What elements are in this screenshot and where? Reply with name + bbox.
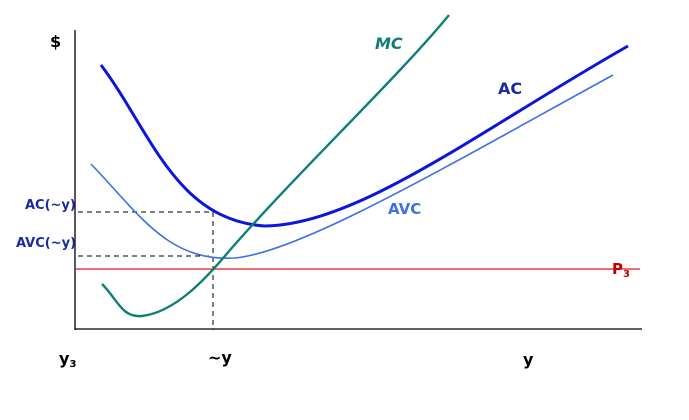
y-axis-label: $ <box>50 32 61 51</box>
mc-curve <box>101 14 450 318</box>
avc-label: AVC <box>388 200 421 218</box>
price-label-main: P <box>612 260 623 278</box>
ytilde-label: ~y <box>208 348 232 367</box>
mc-label: MC <box>375 34 403 53</box>
avc-curve <box>90 74 614 259</box>
origin-label-main: y <box>59 349 70 368</box>
origin-label-sub: 3 <box>69 359 76 370</box>
avc-value-label: AVC(~y) <box>16 236 76 251</box>
x-axis-label: y <box>523 350 534 369</box>
origin-label: y3 <box>59 349 76 370</box>
ac-label: AC <box>498 79 522 98</box>
price-label: P3 <box>612 260 630 280</box>
price-label-sub: 3 <box>623 269 630 280</box>
ac-value-label: AC(~y) <box>25 198 76 213</box>
ac-curve <box>99 44 629 228</box>
